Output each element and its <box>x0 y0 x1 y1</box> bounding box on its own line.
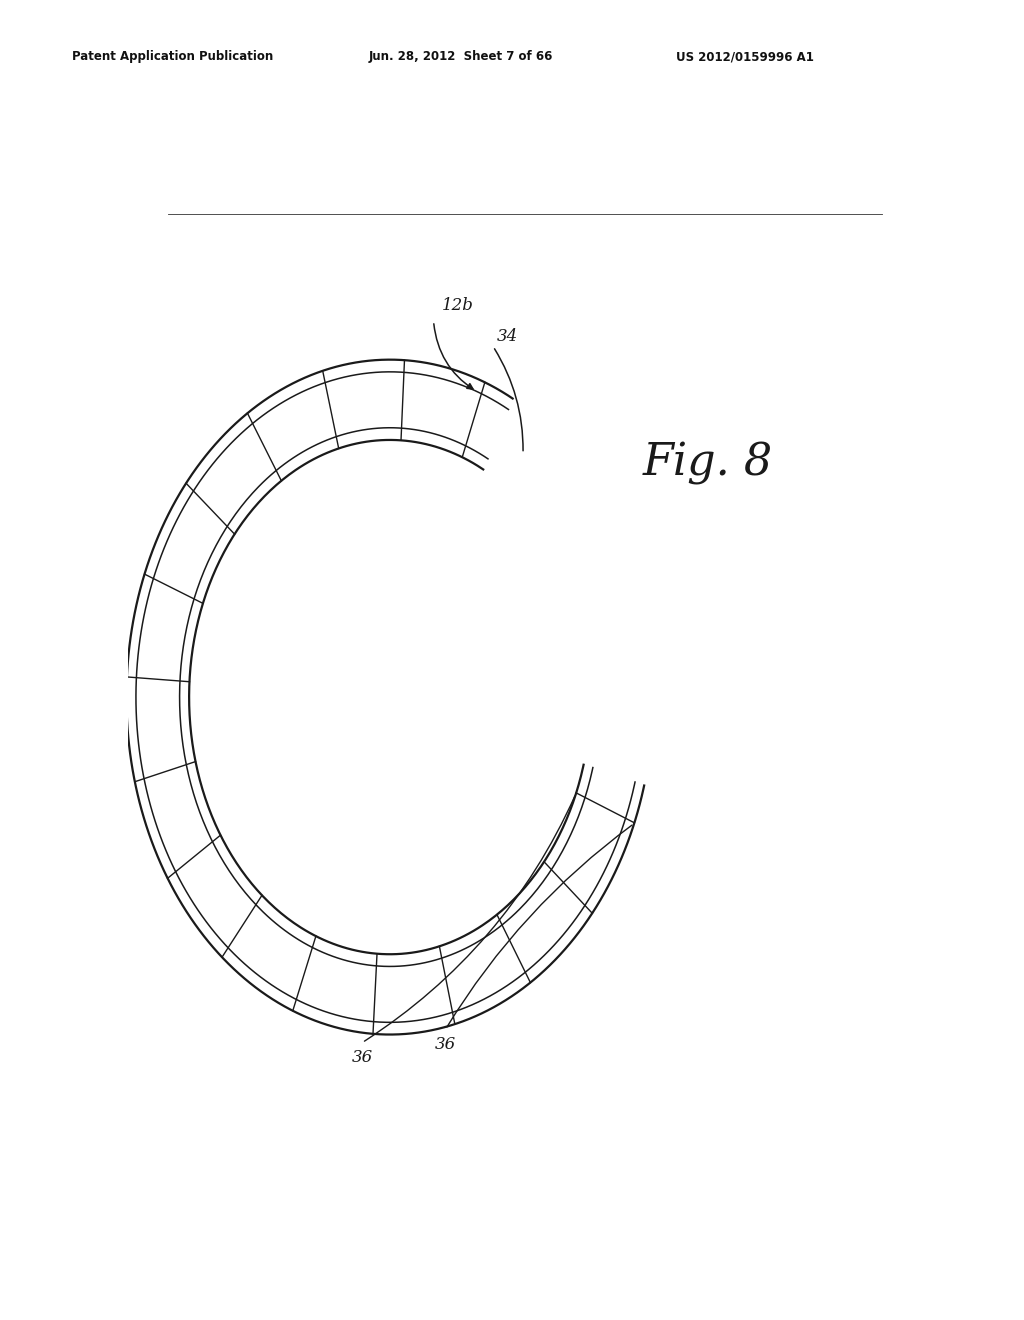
Text: Jun. 28, 2012  Sheet 7 of 66: Jun. 28, 2012 Sheet 7 of 66 <box>369 50 553 63</box>
Text: 12b: 12b <box>441 297 473 314</box>
Text: US 2012/0159996 A1: US 2012/0159996 A1 <box>676 50 814 63</box>
Text: 36: 36 <box>351 1049 373 1067</box>
Text: Fig. 8: Fig. 8 <box>642 442 772 484</box>
Text: 34: 34 <box>497 327 518 345</box>
Text: Patent Application Publication: Patent Application Publication <box>72 50 273 63</box>
Text: 36: 36 <box>435 1036 456 1053</box>
